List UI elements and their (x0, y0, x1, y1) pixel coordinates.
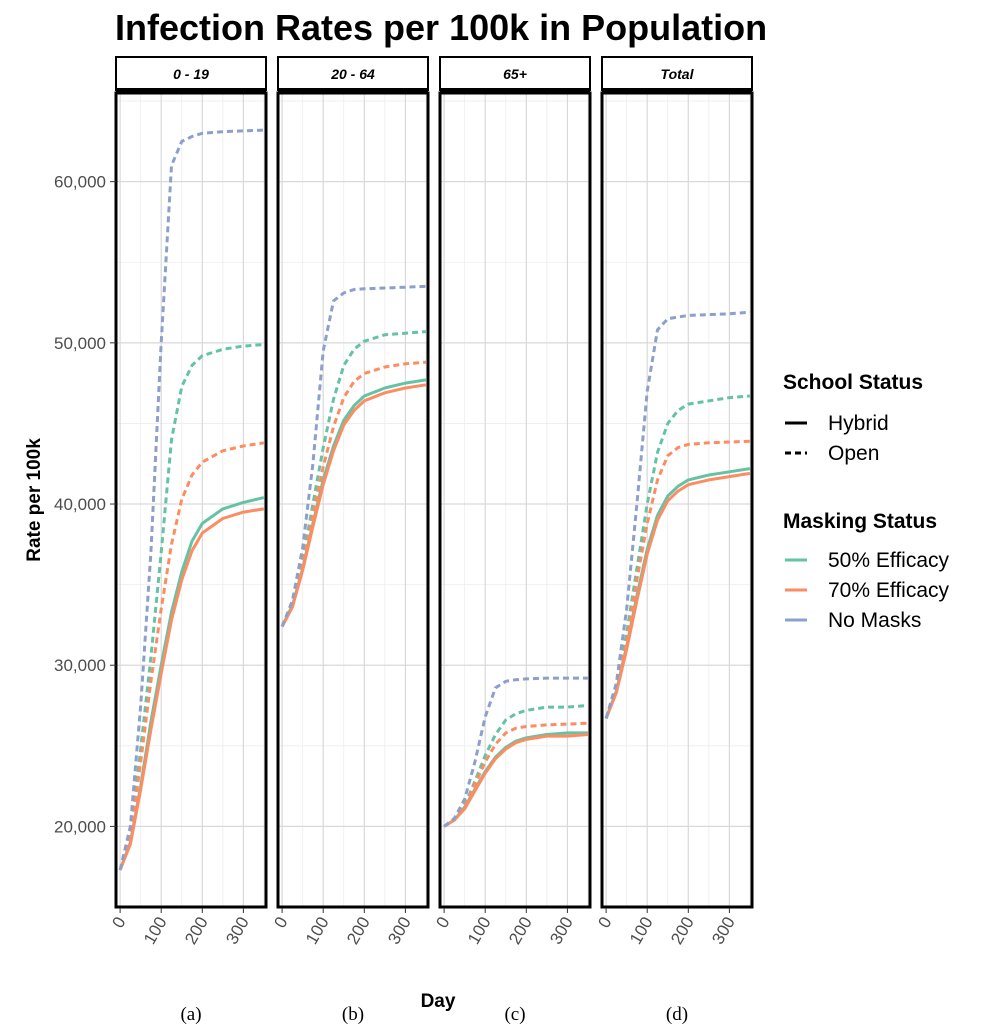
panel-3: 65+ (c) (438, 56, 592, 1025)
x-tick-label: 100 (302, 914, 333, 948)
legend-label: No Masks (828, 609, 921, 632)
facet-strip-bar (602, 88, 752, 94)
panel-2: 20 - 64 (b) (276, 56, 430, 1025)
series-line-50-efficacy-open (443, 704, 589, 828)
facet-strip (601, 56, 753, 91)
series-line-70-efficacy-open (604, 439, 750, 719)
legend-title-school-status: School Status (783, 371, 923, 394)
facet-strip-bar (440, 88, 590, 94)
facet-strip-bar (116, 88, 266, 94)
series-line-no-masks-open (280, 284, 426, 628)
legend-title-masking-status: Masking Status (783, 510, 937, 533)
series-line-70-efficacy-open (443, 721, 588, 828)
facet-strip-bar (278, 88, 428, 94)
x-tick-label: 300 (546, 914, 577, 948)
facet-strip-label: 0 - 19 (173, 66, 209, 82)
x-tick-label: 100 (626, 914, 657, 948)
x-tick-label: 200 (505, 914, 536, 948)
x-axis-ticks: 0 100 200 300 0 100 200 300 0 100 200 300 0 100 200 300 (108, 908, 739, 948)
legend-label: Open (828, 442, 879, 465)
legend-label: 70% Efficacy (828, 579, 950, 602)
series-line-70-efficacy-open (280, 360, 427, 628)
series-line-70-efficacy-open (118, 441, 265, 871)
facet-strip-label: 65+ (503, 66, 527, 82)
legend-label: Hybrid (828, 412, 889, 435)
y-tick-label: 50,000 (54, 334, 106, 353)
facet-strip (277, 56, 429, 91)
y-tick-label: 60,000 (54, 173, 106, 192)
y-tick-label: 20,000 (54, 817, 106, 836)
x-tick-label: 100 (464, 914, 495, 948)
x-tick-label: 0 (432, 914, 453, 932)
x-tick-label: 100 (140, 914, 171, 948)
x-tick-label: 300 (708, 914, 739, 948)
series-line-no-masks-open (118, 128, 264, 871)
chart-title: Infection Rates per 100k in Population (115, 7, 767, 48)
panel-caption: (c) (504, 1004, 525, 1025)
panels: 0 - 19 (a) 20 - 64 (b) 65+ (c) Total (d) (114, 56, 754, 1025)
series-line-70-efficacy-hybrid (118, 507, 265, 871)
legend-label: 50% Efficacy (828, 549, 950, 572)
series-line-50-efficacy-open (604, 394, 751, 719)
y-axis-ticks: 20,000 30,000 40,000 50,000 60,000 (54, 173, 116, 836)
x-tick-label: 200 (181, 914, 212, 948)
x-axis-title: Day (421, 991, 456, 1012)
series-line-70-efficacy-hybrid (604, 471, 751, 719)
x-tick-label: 300 (222, 914, 253, 948)
x-tick-label: 200 (343, 914, 374, 948)
x-tick-label: 300 (384, 914, 415, 948)
facet-strip (439, 56, 591, 91)
legend: School Status Hybrid Open Masking Status 50%… (783, 371, 950, 632)
facet-strip (115, 56, 267, 91)
panel-4: Total (d) (600, 56, 754, 1025)
x-tick-label: 0 (270, 914, 291, 932)
panel-1: 0 - 19 (a) (114, 56, 268, 1025)
y-axis-title: Rate per 100k (24, 438, 45, 562)
panel-caption: (d) (666, 1004, 688, 1025)
y-tick-label: 40,000 (54, 495, 106, 514)
x-tick-label: 0 (108, 914, 129, 932)
panel-caption: (b) (342, 1004, 364, 1025)
x-tick-label: 0 (594, 914, 615, 932)
x-tick-label: 200 (667, 914, 698, 948)
series-line-50-efficacy-open (118, 343, 265, 871)
facet-strip-label: Total (661, 66, 695, 82)
series-line-no-masks-open (604, 310, 751, 719)
panel-caption: (a) (180, 1004, 201, 1025)
series-line-no-masks-open (443, 676, 588, 828)
facet-strip-label: 20 - 64 (330, 66, 375, 82)
y-tick-label: 30,000 (54, 656, 106, 675)
